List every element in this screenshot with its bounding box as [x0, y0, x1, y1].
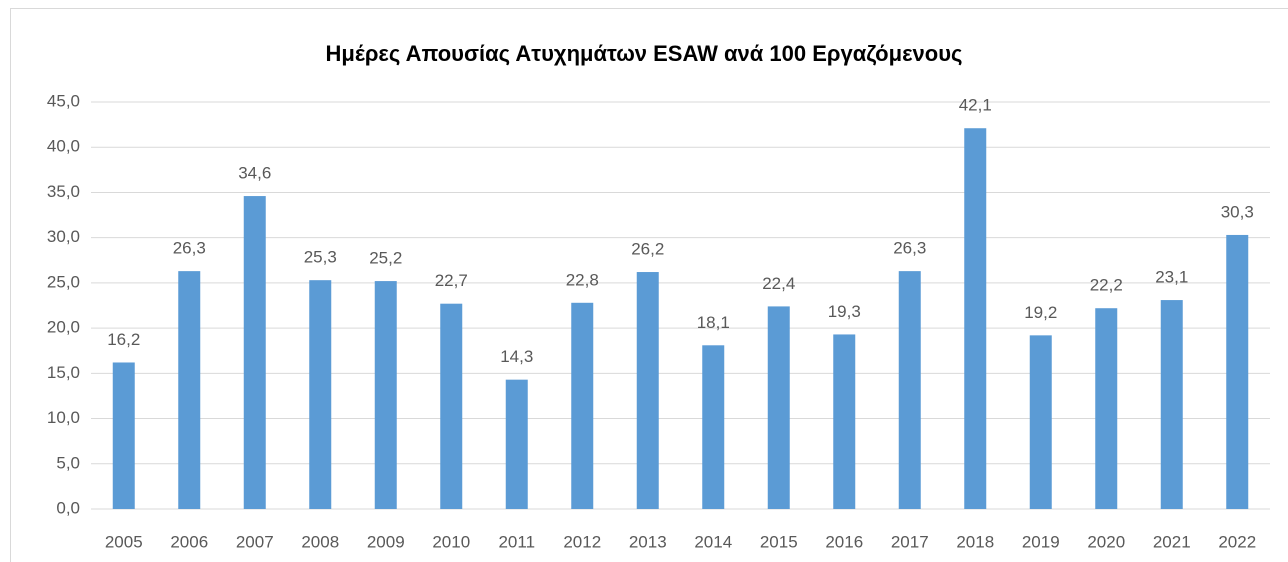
- y-tick-label: 15,0: [47, 363, 80, 382]
- data-label: 18,1: [697, 313, 730, 332]
- x-tick-label: 2020: [1087, 532, 1125, 551]
- chart-title: Ημέρες Απουσίας Ατυχημάτων ESAW ανά 100 …: [326, 41, 963, 66]
- bar: [505, 379, 528, 509]
- data-label: 19,3: [828, 302, 861, 321]
- bar: [898, 271, 921, 509]
- data-label: 14,3: [500, 347, 533, 366]
- x-tick-label: 2022: [1218, 532, 1256, 551]
- x-tick-label: 2010: [432, 532, 470, 551]
- x-tick-label: 2017: [891, 532, 929, 551]
- data-label: 22,7: [435, 271, 468, 290]
- data-label: 19,2: [1024, 303, 1057, 322]
- data-label: 34,6: [238, 164, 271, 183]
- bar: [112, 362, 135, 509]
- data-label: 42,1: [959, 96, 992, 115]
- bar: [1226, 234, 1249, 509]
- data-label: 22,4: [762, 274, 795, 293]
- x-tick-label: 2012: [563, 532, 601, 551]
- bar: [440, 303, 463, 509]
- bar: [702, 345, 725, 509]
- x-tick-label: 2008: [301, 532, 339, 551]
- x-tick-label: 2006: [170, 532, 208, 551]
- x-tick-label: 2007: [236, 532, 274, 551]
- bar: [374, 281, 397, 509]
- y-tick-label: 30,0: [47, 227, 80, 246]
- x-tick-label: 2021: [1153, 532, 1191, 551]
- data-label: 25,2: [369, 249, 402, 268]
- x-tick-label: 2015: [760, 532, 798, 551]
- y-tick-label: 5,0: [56, 453, 80, 472]
- bar: [964, 128, 987, 509]
- bar: [636, 272, 659, 509]
- bar: [1095, 308, 1118, 509]
- data-label: 16,2: [107, 330, 140, 349]
- data-label: 30,3: [1221, 202, 1254, 221]
- x-tick-label: 2014: [694, 532, 732, 551]
- bar: [767, 306, 790, 509]
- x-tick-label: 2005: [105, 532, 143, 551]
- y-tick-label: 25,0: [47, 272, 80, 291]
- y-tick-label: 10,0: [47, 408, 80, 427]
- data-label: 22,2: [1090, 276, 1123, 295]
- bar: [1029, 335, 1052, 509]
- bar: [309, 280, 332, 509]
- data-label: 22,8: [566, 270, 599, 289]
- data-label: 23,1: [1155, 268, 1188, 287]
- data-label: 25,3: [304, 248, 337, 267]
- bar: [833, 334, 856, 509]
- y-tick-label: 20,0: [47, 318, 80, 337]
- x-tick-label: 2016: [825, 532, 863, 551]
- y-tick-label: 35,0: [47, 182, 80, 201]
- x-tick-label: 2019: [1022, 532, 1060, 551]
- y-tick-label: 45,0: [47, 91, 80, 110]
- data-label: 26,3: [173, 239, 206, 258]
- y-tick-label: 40,0: [47, 137, 80, 156]
- bar: [571, 302, 594, 509]
- x-tick-label: 2009: [367, 532, 405, 551]
- x-tick-label: 2011: [498, 532, 535, 551]
- y-tick-label: 0,0: [56, 498, 80, 517]
- x-tick-label: 2018: [956, 532, 994, 551]
- data-label: 26,3: [893, 239, 926, 258]
- x-tick-label: 2013: [629, 532, 667, 551]
- data-label: 26,2: [631, 240, 664, 259]
- bar: [243, 196, 266, 509]
- bar: [178, 271, 201, 509]
- bar: [1160, 300, 1183, 509]
